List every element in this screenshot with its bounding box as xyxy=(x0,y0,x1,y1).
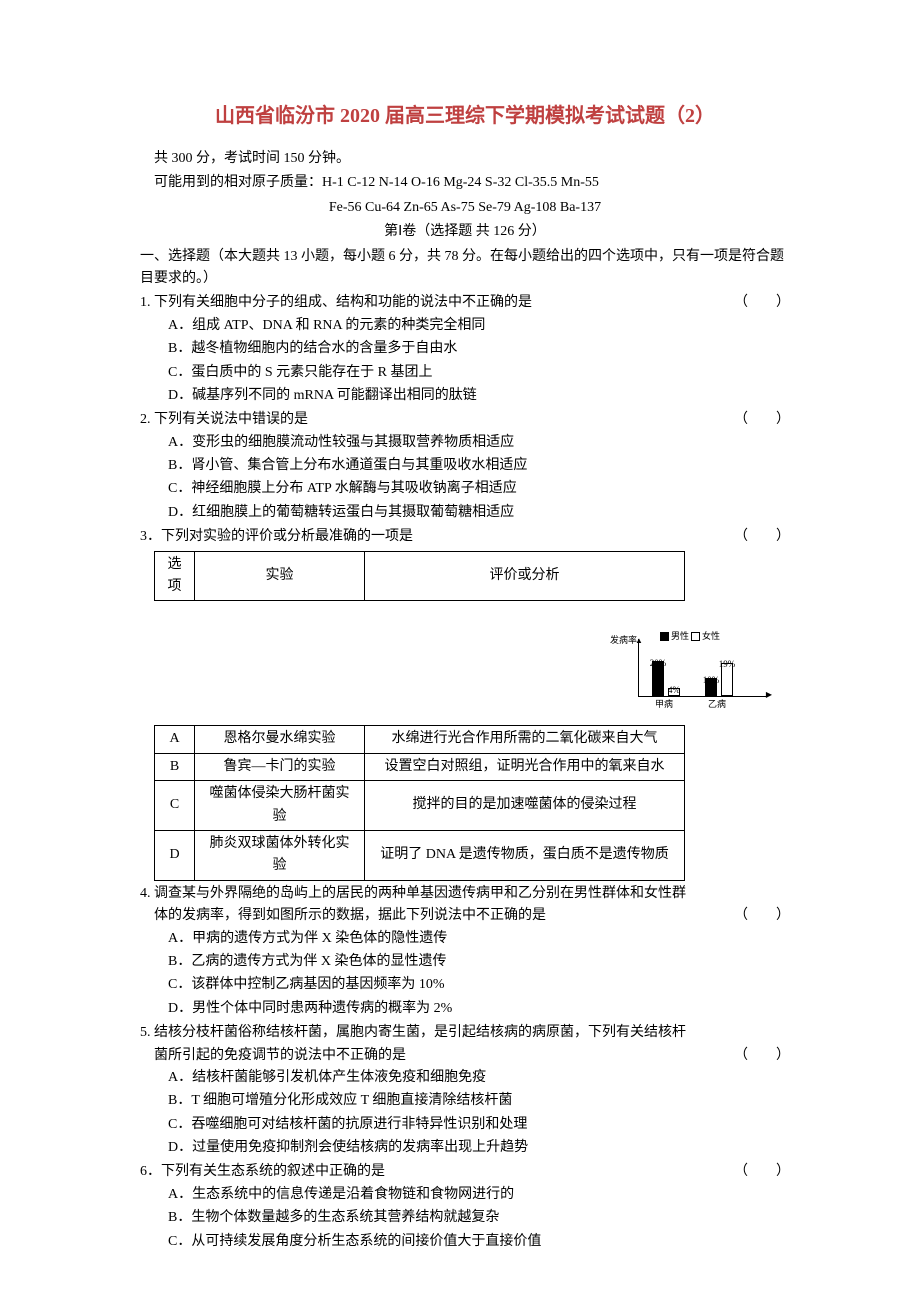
q5-stem1: 5. 结核分枝杆菌俗称结核杆菌，属胞内寄生菌，是引起结核病的病原菌，下列有关结核… xyxy=(140,1022,790,1044)
q4-d: D．男性个体中同时患两种遗传病的概率为 2% xyxy=(140,998,790,1020)
x-axis-label: 甲病 xyxy=(655,697,673,711)
table-row: A恩格尔曼水绵实验水绵进行光合作用所需的二氧化碳来自大气 xyxy=(155,726,685,753)
q1-d: D．碱基序列不同的 mRNA 可能翻译出相同的肽链 xyxy=(140,385,790,407)
q3-paren: （ ） xyxy=(734,526,790,548)
question-6: 6．下列有关生态系统的叙述中正确的是 （ ） A．生态系统中的信息传递是沿着食物… xyxy=(140,1161,790,1253)
q1-stem: 1. 下列有关细胞中分子的组成、结构和功能的说法中不正确的是 xyxy=(140,292,734,314)
chart-legend: 男性 女性 xyxy=(660,629,720,643)
cell-opt: B xyxy=(155,753,195,780)
question-1: 1. 下列有关细胞中分子的组成、结构和功能的说法中不正确的是 （ ） A．组成 … xyxy=(140,292,790,407)
q3-header-table: 选项 实验 评价或分析 xyxy=(154,551,685,602)
table-row: B鲁宾—卡门的实验设置空白对照组，证明光合作用中的氧来自水 xyxy=(155,753,685,780)
q1-paren: （ ） xyxy=(734,292,790,314)
section-heading: 一、选择题（本大题共 13 小题，每小题 6 分，共 78 分。在每小题给出的四… xyxy=(140,246,790,291)
q4-c: C．该群体中控制乙病基因的基因频率为 10% xyxy=(140,974,790,996)
q5-b: B．T 细胞可增殖分化形成效应 T 细胞直接清除结核杆菌 xyxy=(140,1090,790,1112)
meta-part: 第Ⅰ卷（选择题 共 126 分） xyxy=(140,221,790,243)
cell-opt: C xyxy=(155,781,195,831)
bar-value-label: 19% xyxy=(719,657,736,671)
q4-b: B．乙病的遗传方式为伴 X 染色体的显性遗传 xyxy=(140,951,790,973)
table-row: D肺炎双球菌体外转化实验证明了 DNA 是遗传物质，蛋白质不是遗传物质 xyxy=(155,830,685,880)
disease-chart: 男性 女性 发病率 ▲ ▶ 20%4%10%19%甲病乙病 xyxy=(610,631,770,711)
chart-container: 男性 女性 发病率 ▲ ▶ 20%4%10%19%甲病乙病 xyxy=(140,631,790,721)
q1-b: B．越冬植物细胞内的结合水的含量多于自由水 xyxy=(140,338,790,360)
cell-exp: 噬菌体侵染大肠杆菌实验 xyxy=(195,781,365,831)
question-2: 2. 下列有关说法中错误的是 （ ） A．变形虫的细胞膜流动性较强与其摄取营养物… xyxy=(140,409,790,524)
cell-exp: 鲁宾—卡门的实验 xyxy=(195,753,365,780)
q2-stem: 2. 下列有关说法中错误的是 xyxy=(140,409,734,431)
th-opt: 选项 xyxy=(155,551,195,601)
table-row: C噬菌体侵染大肠杆菌实验搅拌的目的是加速噬菌体的侵染过程 xyxy=(155,781,685,831)
q4-a: A．甲病的遗传方式为伴 X 染色体的隐性遗传 xyxy=(140,928,790,950)
q4-stem2: 体的发病率，得到如图所示的数据，据此下列说法中不正确的是 xyxy=(140,905,734,927)
q2-paren: （ ） xyxy=(734,409,790,431)
legend-male-box xyxy=(660,632,669,641)
legend-female-box xyxy=(691,632,700,641)
q6-paren: （ ） xyxy=(734,1161,790,1183)
question-4: 4. 调查某与外界隔绝的岛屿上的居民的两种单基因遗传病甲和乙分别在男性群体和女性… xyxy=(140,883,790,1020)
q5-paren: （ ） xyxy=(734,1045,790,1067)
q3-stem: 3．下列对实验的评价或分析最准确的一项是 xyxy=(140,526,734,548)
arrow-right-icon: ▶ xyxy=(766,689,772,702)
bar-value-label: 10% xyxy=(703,673,720,687)
q5-stem2: 菌所引起的免疫调节的说法中不正确的是 xyxy=(140,1045,734,1067)
cell-opt: D xyxy=(155,830,195,880)
q3-body-table: A恩格尔曼水绵实验水绵进行光合作用所需的二氧化碳来自大气B鲁宾—卡门的实验设置空… xyxy=(154,725,685,880)
bar-value-label: 4% xyxy=(668,683,680,697)
q2-d: D．红细胞膜上的葡萄糖转运蛋白与其摄取葡萄糖相适应 xyxy=(140,502,790,524)
q5-c: C．吞噬细胞可对结核杆菌的抗原进行非特异性识别和处理 xyxy=(140,1114,790,1136)
cell-exp: 恩格尔曼水绵实验 xyxy=(195,726,365,753)
question-3: 3．下列对实验的评价或分析最准确的一项是 （ ） 选项 实验 评价或分析 xyxy=(140,526,790,601)
q6-b: B．生物个体数量越多的生态系统其营养结构就越复杂 xyxy=(140,1207,790,1229)
q2-c: C．神经细胞膜上分布 ATP 水解酶与其吸收钠离子相适应 xyxy=(140,478,790,500)
q6-stem: 6．下列有关生态系统的叙述中正确的是 xyxy=(140,1161,734,1183)
legend-female: 女性 xyxy=(702,629,720,643)
cell-eval: 设置空白对照组，证明光合作用中的氧来自水 xyxy=(365,753,685,780)
q2-b: B．肾小管、集合管上分布水通道蛋白与其重吸收水相适应 xyxy=(140,455,790,477)
meta-mass2: Fe-56 Cu-64 Zn-65 As-75 Se-79 Ag-108 Ba-… xyxy=(140,197,790,219)
q6-a: A．生态系统中的信息传递是沿着食物链和食物网进行的 xyxy=(140,1184,790,1206)
th-exp: 实验 xyxy=(195,551,365,601)
q1-c: C．蛋白质中的 S 元素只能存在于 R 基团上 xyxy=(140,362,790,384)
cell-eval: 搅拌的目的是加速噬菌体的侵染过程 xyxy=(365,781,685,831)
y-axis-label: 发病率 xyxy=(610,633,637,647)
cell-eval: 证明了 DNA 是遗传物质，蛋白质不是遗传物质 xyxy=(365,830,685,880)
question-5: 5. 结核分枝杆菌俗称结核杆菌，属胞内寄生菌，是引起结核病的病原菌，下列有关结核… xyxy=(140,1022,790,1159)
th-eval: 评价或分析 xyxy=(365,551,685,601)
y-axis xyxy=(638,639,639,697)
q4-paren: （ ） xyxy=(734,905,790,927)
cell-opt: A xyxy=(155,726,195,753)
q1-a: A．组成 ATP、DNA 和 RNA 的元素的种类完全相同 xyxy=(140,315,790,337)
q6-c: C．从可持续发展角度分析生态系统的间接价值大于直接价值 xyxy=(140,1231,790,1253)
q5-d: D．过量使用免疫抑制剂会使结核病的发病率出现上升趋势 xyxy=(140,1137,790,1159)
q5-a: A．结核杆菌能够引发机体产生体液免疫和细胞免疫 xyxy=(140,1067,790,1089)
meta-mass1: 可能用到的相对原子质量：H-1 C-12 N-14 O-16 Mg-24 S-3… xyxy=(140,172,790,194)
x-axis-label: 乙病 xyxy=(708,697,726,711)
q4-stem1: 4. 调查某与外界隔绝的岛屿上的居民的两种单基因遗传病甲和乙分别在男性群体和女性… xyxy=(140,883,790,905)
page-title: 山西省临汾市 2020 届高三理综下学期模拟考试试题（2） xyxy=(140,100,790,132)
meta-total: 共 300 分，考试时间 150 分钟。 xyxy=(140,148,790,170)
q2-a: A．变形虫的细胞膜流动性较强与其摄取营养物质相适应 xyxy=(140,432,790,454)
cell-eval: 水绵进行光合作用所需的二氧化碳来自大气 xyxy=(365,726,685,753)
legend-male: 男性 xyxy=(671,629,689,643)
bar-value-label: 20% xyxy=(650,656,667,670)
cell-exp: 肺炎双球菌体外转化实验 xyxy=(195,830,365,880)
